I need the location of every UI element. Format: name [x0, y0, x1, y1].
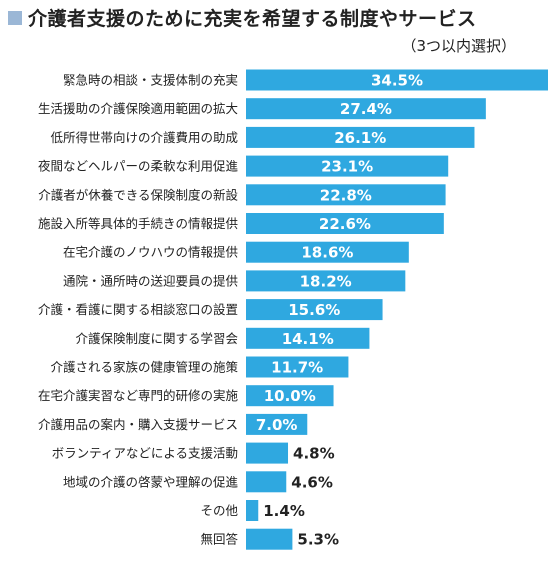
bar [246, 213, 444, 234]
value-label: 11.7% [271, 359, 323, 377]
value-label: 5.3% [297, 531, 339, 549]
category-label: 在宅介護のノウハウの情報提供 [63, 245, 238, 260]
bar [246, 98, 486, 120]
bar [246, 500, 259, 521]
category-label: 介護保険制度に関する学習会 [75, 331, 238, 346]
value-label: 26.1% [334, 129, 386, 147]
category-label: その他 [200, 503, 238, 518]
bar [246, 270, 406, 292]
bar [246, 442, 289, 464]
category-label: 介護される家族の健康管理の施策 [50, 360, 238, 375]
value-label: 4.6% [291, 473, 333, 491]
chart-title-row: 介護者支援のために充実を希望する制度やサービス [8, 4, 477, 31]
category-label: 無回答 [200, 532, 238, 547]
value-label: 34.5% [371, 72, 423, 90]
bar [246, 299, 383, 321]
category-label: 在宅介護実習など専門的研修の実施 [38, 388, 239, 403]
value-label: 23.1% [321, 158, 373, 176]
value-label: 4.8% [293, 445, 335, 463]
bar [246, 241, 409, 263]
category-label: 施設入所等具体的手続きの情報提供 [38, 216, 238, 231]
value-label: 1.4% [263, 502, 305, 520]
bar [246, 155, 449, 177]
category-label: 介護・看護に関する相談窓口の設置 [38, 302, 238, 317]
bar [246, 126, 475, 148]
chart-title: 介護者支援のために充実を希望する制度やサービス [28, 8, 477, 30]
category-label: 介護用品の案内・購入支援サービス [38, 417, 238, 432]
title-square-marker [8, 10, 22, 25]
value-label: 14.1% [282, 330, 334, 348]
value-label: 22.8% [320, 186, 372, 204]
value-label: 10.0% [264, 387, 316, 405]
category-label: 地域の介護の啓蒙や理解の促進 [63, 474, 239, 489]
category-label: 通院・通所時の送迎要員の提供 [63, 273, 238, 288]
category-label: 緊急時の相談・支援体制の充実 [63, 73, 238, 88]
bar [246, 184, 446, 206]
value-label: 27.4% [340, 100, 392, 118]
bar [246, 385, 334, 407]
bar [246, 413, 308, 435]
value-label: 15.6% [288, 301, 340, 319]
bar [246, 356, 349, 378]
value-label: 7.0% [256, 416, 298, 434]
category-label: 低所得世帯向けの介護費用の助成 [50, 130, 238, 145]
category-label: ボランティアなどによる支援活動 [52, 446, 238, 461]
bar [246, 327, 370, 349]
category-label: 生活援助の介護保険適用範囲の拡大 [38, 101, 238, 116]
category-label: 夜間などヘルパーの柔軟な利用促進 [38, 159, 239, 174]
value-label: 22.6% [319, 215, 371, 233]
category-label: 介護者が休養できる保険制度の新設 [38, 187, 238, 202]
chart-subtitle: （3つ以内選択） [401, 37, 516, 55]
bar [246, 528, 293, 550]
value-label: 18.2% [300, 272, 352, 290]
value-label: 18.6% [301, 244, 353, 262]
bar [246, 471, 287, 493]
bar [246, 69, 548, 91]
